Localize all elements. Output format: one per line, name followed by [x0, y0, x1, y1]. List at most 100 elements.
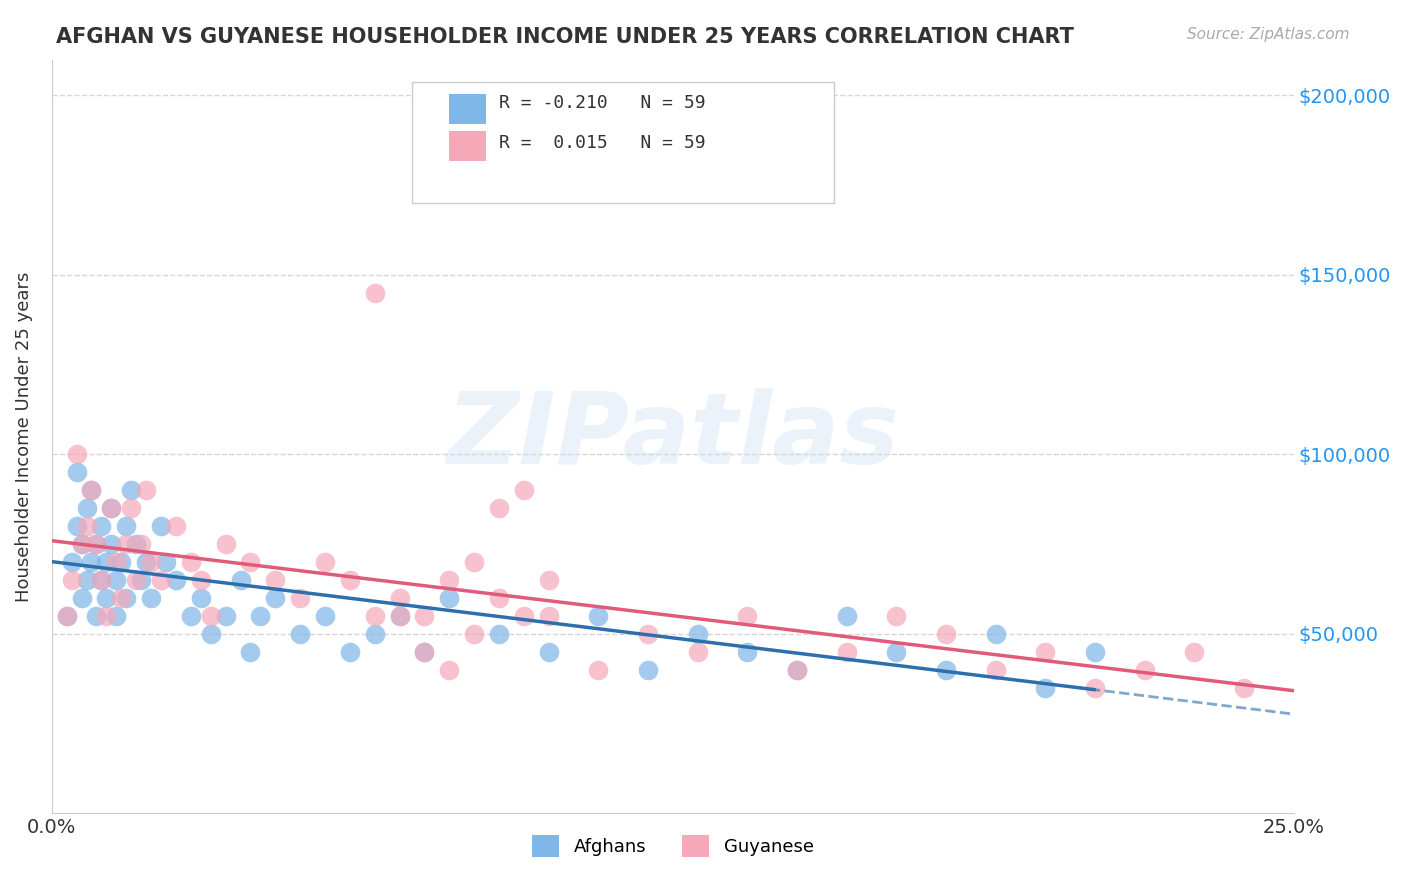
Guyanese [115, 537, 138, 551]
Afghans [135, 555, 157, 569]
Guyanese [786, 663, 808, 677]
Afghans [786, 663, 808, 677]
Guyanese [100, 501, 122, 516]
Guyanese [935, 627, 957, 641]
Text: ZIPatlas: ZIPatlas [446, 388, 900, 485]
Guyanese [363, 285, 385, 300]
Afghans [339, 645, 361, 659]
Guyanese [314, 555, 336, 569]
Afghans [139, 591, 162, 605]
Guyanese [488, 501, 510, 516]
Guyanese [55, 608, 77, 623]
Guyanese [437, 573, 460, 587]
Guyanese [388, 591, 411, 605]
Guyanese [80, 483, 103, 498]
Afghans [165, 573, 187, 587]
Afghans [437, 591, 460, 605]
Afghans [65, 465, 87, 479]
Guyanese [512, 483, 534, 498]
Text: Source: ZipAtlas.com: Source: ZipAtlas.com [1187, 27, 1350, 42]
Guyanese [105, 555, 128, 569]
Afghans [70, 591, 93, 605]
Guyanese [363, 608, 385, 623]
Afghans [984, 627, 1007, 641]
Afghans [86, 537, 108, 551]
Afghans [363, 627, 385, 641]
Guyanese [463, 555, 485, 569]
Guyanese [686, 645, 709, 659]
Afghans [129, 573, 152, 587]
Text: AFGHAN VS GUYANESE HOUSEHOLDER INCOME UNDER 25 YEARS CORRELATION CHART: AFGHAN VS GUYANESE HOUSEHOLDER INCOME UN… [56, 27, 1074, 46]
Afghans [80, 555, 103, 569]
Guyanese [463, 627, 485, 641]
Guyanese [86, 537, 108, 551]
Afghans [200, 627, 222, 641]
Guyanese [139, 555, 162, 569]
Guyanese [1035, 645, 1057, 659]
Afghans [90, 573, 112, 587]
Guyanese [165, 519, 187, 533]
Afghans [180, 608, 202, 623]
Afghans [76, 573, 98, 587]
Guyanese [76, 519, 98, 533]
Guyanese [537, 608, 560, 623]
Guyanese [125, 573, 148, 587]
Guyanese [129, 537, 152, 551]
Afghans [413, 645, 436, 659]
FancyBboxPatch shape [412, 82, 834, 202]
Afghans [735, 645, 758, 659]
Afghans [155, 555, 177, 569]
Y-axis label: Householder Income Under 25 years: Householder Income Under 25 years [15, 271, 32, 601]
Afghans [120, 483, 142, 498]
Afghans [115, 519, 138, 533]
Guyanese [120, 501, 142, 516]
Guyanese [637, 627, 659, 641]
Afghans [65, 519, 87, 533]
Afghans [214, 608, 236, 623]
Legend: Afghans, Guyanese: Afghans, Guyanese [524, 828, 821, 864]
Guyanese [264, 573, 287, 587]
Afghans [884, 645, 907, 659]
Guyanese [1233, 681, 1256, 695]
Afghans [150, 519, 173, 533]
Afghans [537, 645, 560, 659]
Guyanese [96, 608, 118, 623]
Afghans [80, 483, 103, 498]
Afghans [125, 537, 148, 551]
Afghans [264, 591, 287, 605]
Guyanese [413, 608, 436, 623]
Guyanese [835, 645, 858, 659]
Afghans [76, 501, 98, 516]
Guyanese [413, 645, 436, 659]
Guyanese [1133, 663, 1156, 677]
Text: R = -0.210   N = 59: R = -0.210 N = 59 [499, 95, 706, 112]
Afghans [488, 627, 510, 641]
Guyanese [180, 555, 202, 569]
Guyanese [70, 537, 93, 551]
Afghans [60, 555, 83, 569]
Afghans [100, 501, 122, 516]
Guyanese [339, 573, 361, 587]
Afghans [96, 591, 118, 605]
Guyanese [135, 483, 157, 498]
Guyanese [488, 591, 510, 605]
Afghans [96, 555, 118, 569]
Guyanese [200, 608, 222, 623]
Afghans [90, 519, 112, 533]
Afghans [100, 537, 122, 551]
Afghans [637, 663, 659, 677]
Guyanese [110, 591, 132, 605]
Guyanese [190, 573, 212, 587]
Afghans [1084, 645, 1107, 659]
Afghans [229, 573, 252, 587]
Guyanese [1184, 645, 1206, 659]
Guyanese [288, 591, 311, 605]
Guyanese [239, 555, 262, 569]
Afghans [1035, 681, 1057, 695]
Afghans [288, 627, 311, 641]
Afghans [239, 645, 262, 659]
Guyanese [60, 573, 83, 587]
Text: R =  0.015   N = 59: R = 0.015 N = 59 [499, 134, 706, 152]
Guyanese [1084, 681, 1107, 695]
Afghans [314, 608, 336, 623]
